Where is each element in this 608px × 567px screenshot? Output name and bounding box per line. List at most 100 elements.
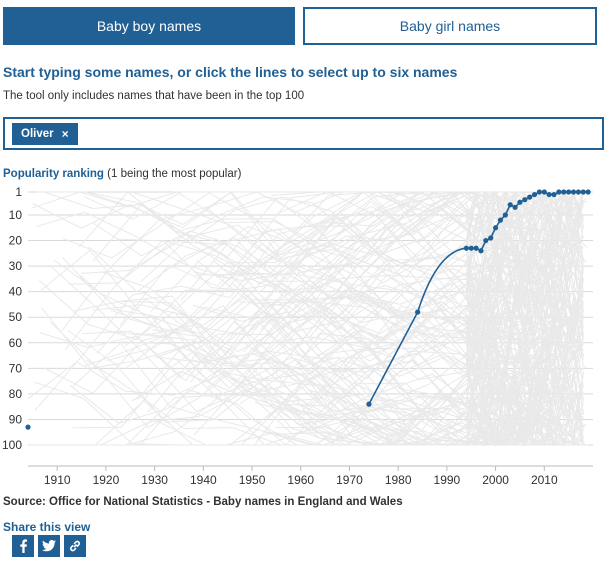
share-heading: Share this view	[3, 520, 91, 534]
series-point-oliver[interactable]	[415, 309, 421, 315]
series-point-oliver[interactable]	[531, 191, 538, 198]
share-buttons	[12, 535, 86, 557]
y-tick-label: 80	[9, 387, 23, 401]
x-tick-label: 1980	[385, 473, 412, 487]
background-name-line[interactable]	[34, 191, 572, 411]
series-point-oliver[interactable]	[478, 248, 484, 254]
x-tick-label: 1940	[190, 473, 217, 487]
series-point-oliver[interactable]	[570, 189, 577, 195]
selected-name-chip[interactable]: Oliver ×	[12, 123, 78, 145]
series-point-oliver[interactable]	[561, 189, 567, 195]
y-tick-label: 1	[15, 185, 22, 199]
series-point-oliver[interactable]	[517, 199, 523, 205]
background-name-line[interactable]	[465, 219, 584, 436]
x-tick-label: 1910	[44, 473, 71, 487]
background-name-line[interactable]	[465, 191, 584, 368]
series-point-oliver[interactable]	[468, 245, 474, 251]
background-name-line[interactable]	[39, 311, 576, 413]
y-axis-title: Popularity ranking (1 being the most pop…	[3, 168, 241, 180]
x-tick-label: 2010	[531, 473, 558, 487]
y-tick-label: 20	[9, 234, 23, 248]
background-name-line[interactable]	[466, 397, 584, 447]
series-point-oliver[interactable]	[556, 189, 562, 195]
y-axis: 1 10 20 30 40 50 60 70 80 90 100	[2, 185, 22, 452]
background-name-line[interactable]	[85, 191, 573, 278]
background-name-line[interactable]	[465, 191, 584, 421]
series-point-oliver[interactable]	[483, 237, 489, 244]
y-tick-label: 90	[9, 412, 23, 426]
remove-name-icon[interactable]: ×	[61, 127, 69, 141]
background-name-line[interactable]	[466, 238, 584, 347]
x-tick-label: 1920	[93, 473, 120, 487]
gender-tabs: Baby boy names Baby girl names	[3, 7, 602, 45]
background-name-line[interactable]	[263, 280, 556, 427]
series-point-oliver[interactable]	[502, 212, 508, 218]
x-tick-label: 2000	[482, 473, 509, 487]
link-icon[interactable]	[64, 535, 86, 557]
x-tick-label: 1970	[336, 473, 363, 487]
background-name-line[interactable]	[140, 224, 580, 394]
series-point-oliver[interactable]	[25, 424, 31, 430]
y-tick-label: 70	[9, 361, 23, 375]
background-name-line[interactable]	[267, 291, 560, 366]
series-point-oliver[interactable]	[497, 217, 504, 223]
series-point-oliver[interactable]	[536, 189, 543, 195]
background-name-line[interactable]	[465, 227, 584, 446]
series-point-oliver[interactable]	[566, 189, 572, 195]
background-name-line[interactable]	[131, 306, 571, 390]
y-tick-label: 50	[9, 310, 23, 324]
series-point-oliver[interactable]	[585, 189, 591, 195]
selected-series[interactable]	[25, 189, 591, 430]
series-point-oliver[interactable]	[512, 204, 518, 210]
selected-name-label: Oliver	[21, 128, 54, 140]
series-point-oliver[interactable]	[575, 189, 581, 195]
series-point-oliver[interactable]	[507, 202, 513, 208]
series-point-oliver[interactable]	[580, 189, 586, 195]
background-name-line[interactable]	[156, 299, 547, 446]
background-name-line[interactable]	[193, 210, 584, 346]
background-name-line[interactable]	[119, 191, 559, 326]
series-point-oliver[interactable]	[366, 401, 372, 407]
twitter-icon[interactable]	[38, 535, 60, 557]
series-point-oliver[interactable]	[488, 235, 494, 241]
y-axis-title-main: Popularity ranking	[3, 168, 104, 180]
background-name-lines[interactable]	[27, 190, 588, 447]
facebook-icon[interactable]	[12, 535, 34, 557]
source-note: Source: Office for National Statistics -…	[3, 496, 403, 508]
background-name-line[interactable]	[466, 318, 584, 446]
x-tick-label: 1930	[141, 473, 168, 487]
background-name-line[interactable]	[244, 342, 586, 446]
background-name-line[interactable]	[30, 191, 568, 262]
x-tick-label: 1990	[434, 473, 461, 487]
series-point-oliver[interactable]	[546, 191, 552, 198]
series-point-oliver[interactable]	[527, 194, 533, 200]
y-tick-label: 100	[2, 438, 22, 452]
series-point-oliver[interactable]	[551, 191, 557, 198]
series-point-oliver[interactable]	[541, 189, 547, 195]
name-search-input[interactable]: Oliver ×	[3, 117, 604, 150]
series-point-oliver[interactable]	[463, 245, 469, 251]
y-tick-label: 10	[9, 208, 23, 222]
background-name-line[interactable]	[192, 191, 583, 322]
background-name-line[interactable]	[465, 321, 584, 446]
background-name-line[interactable]	[466, 210, 584, 411]
y-tick-label: 40	[9, 285, 23, 299]
tab-baby-girl-names[interactable]: Baby girl names	[303, 7, 597, 45]
y-tick-label: 30	[9, 259, 23, 273]
instructions-subtext: The tool only includes names that have b…	[3, 90, 305, 102]
background-name-line[interactable]	[61, 191, 550, 332]
background-name-line[interactable]	[465, 191, 584, 365]
instructions-heading: Start typing some names, or click the li…	[3, 64, 458, 80]
background-name-line[interactable]	[466, 278, 584, 406]
series-point-oliver[interactable]	[492, 225, 499, 231]
background-name-line[interactable]	[175, 196, 566, 252]
background-name-line[interactable]	[466, 299, 584, 446]
series-point-oliver[interactable]	[473, 245, 479, 251]
background-name-line[interactable]	[82, 298, 570, 446]
x-tick-label: 1950	[239, 473, 266, 487]
y-axis-title-note: (1 being the most popular)	[107, 168, 242, 180]
series-point-oliver[interactable]	[522, 197, 528, 203]
tab-baby-boy-names[interactable]: Baby boy names	[3, 7, 295, 45]
background-name-line[interactable]	[465, 196, 584, 329]
